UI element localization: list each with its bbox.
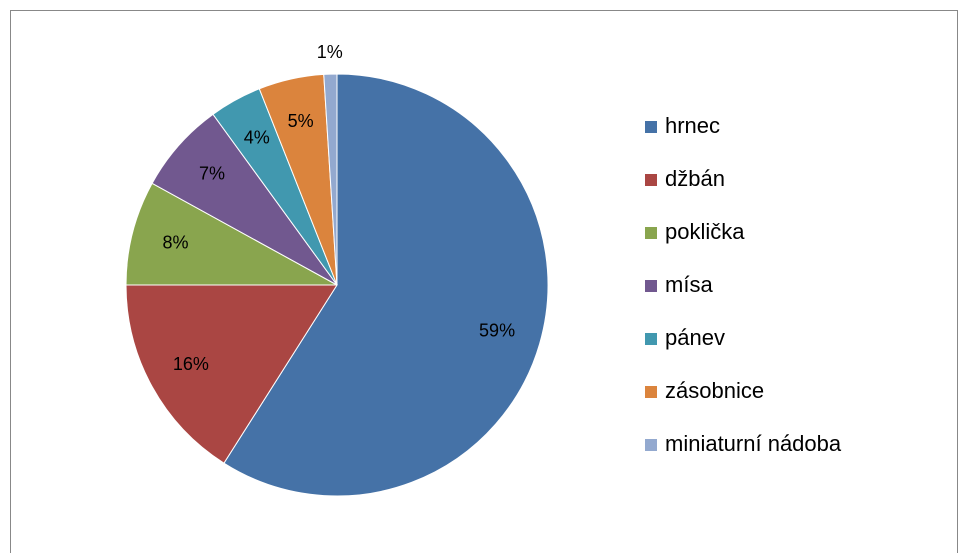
- legend-label: miniaturní nádoba: [665, 431, 842, 456]
- legend-label: pánev: [665, 325, 725, 350]
- legend-swatch: [645, 174, 657, 186]
- data-label: 59%: [479, 320, 515, 340]
- legend-swatch: [645, 439, 657, 451]
- data-label: 5%: [288, 111, 314, 131]
- data-label: 4%: [244, 128, 270, 148]
- legend-swatch: [645, 121, 657, 133]
- legend-label: zásobnice: [665, 378, 764, 403]
- pie-slice: [125, 182, 338, 286]
- data-label: 1%: [317, 42, 343, 62]
- data-label: 8%: [163, 232, 189, 252]
- legend-swatch: [645, 227, 657, 239]
- legend-swatch: [645, 386, 657, 398]
- data-label: 7%: [199, 164, 225, 184]
- pie-slice: [223, 73, 549, 497]
- legend-label: džbán: [665, 166, 725, 191]
- legend-label: hrnec: [665, 113, 720, 138]
- pie-slice: [125, 284, 338, 464]
- data-label: 16%: [173, 354, 209, 374]
- pie-slice: [323, 73, 338, 286]
- legend-swatch: [645, 333, 657, 345]
- legend-label: poklička: [665, 219, 745, 244]
- legend-label: mísa: [665, 272, 713, 297]
- legend-swatch: [645, 280, 657, 292]
